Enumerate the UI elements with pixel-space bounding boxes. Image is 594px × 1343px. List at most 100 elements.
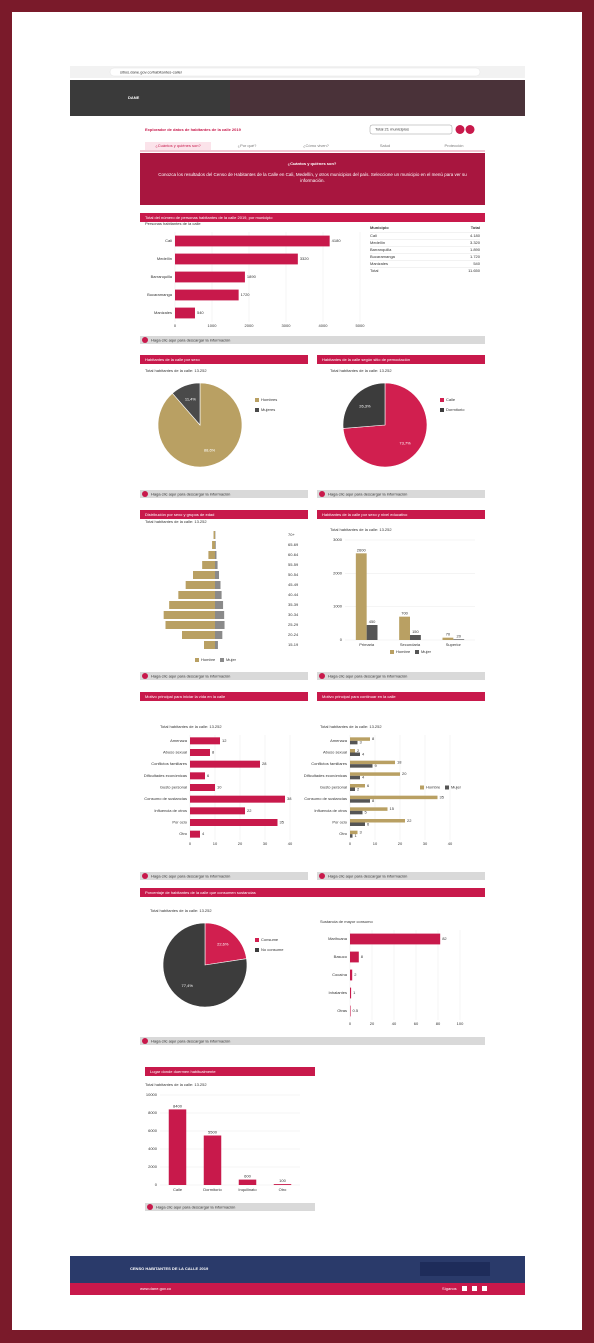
chart-title: Total habitantes de la calle: 13.252 — [145, 519, 207, 524]
pyramid-bar — [215, 551, 216, 559]
column — [169, 1109, 187, 1185]
x-tick-label: 5000 — [356, 323, 366, 328]
column — [204, 1136, 222, 1186]
section-title: Motivo principal para continuar en la ca… — [322, 694, 396, 699]
y-tick-label: Inhalantes — [329, 990, 347, 995]
note-text[interactable]: Haga clic aquí para descargar la informa… — [151, 873, 230, 878]
note-text[interactable]: Haga clic aquí para descargar la informa… — [151, 337, 230, 342]
footer-site[interactable]: www.dane.gov.co — [140, 1286, 172, 1291]
legend-swatch — [220, 658, 224, 662]
bar — [175, 308, 195, 319]
note-text[interactable]: Haga clic aquí para descargar la informa… — [156, 1204, 235, 1209]
url: sitios.dane.gov.co/habitantes-calle/ — [120, 69, 183, 74]
download-icon[interactable] — [319, 873, 325, 879]
value-label: 450 — [369, 619, 376, 624]
pyramid-bar — [202, 561, 215, 569]
value-label: 70 — [446, 632, 451, 637]
pyramid-bar — [169, 601, 215, 609]
download-icon[interactable] — [142, 673, 148, 679]
section-title: Motivo principal para iniciar la vida en… — [145, 694, 226, 699]
download-icon[interactable] — [147, 1204, 153, 1210]
y-tick-label: 3000 — [333, 537, 343, 542]
y-tick-label: 8000 — [148, 1110, 158, 1115]
y-tick-label: 1000 — [333, 604, 343, 609]
note-text[interactable]: Haga clic aquí para descargar la informa… — [328, 673, 407, 678]
bar — [350, 1006, 351, 1017]
chart-title: Total habitantes de la calle: 13.252 — [160, 724, 222, 729]
legend-label: No consume — [261, 947, 284, 952]
download-icon[interactable] — [142, 1038, 148, 1044]
value-label: 1890 — [247, 274, 257, 279]
x-tick-label: Calle — [173, 1187, 183, 1192]
y-tick-label: Por ocio — [332, 820, 347, 825]
download-icon[interactable] — [142, 873, 148, 879]
banner-heading: ¿Cuántos y quiénes son? — [288, 161, 337, 166]
y-tick-label: Abuso sexual — [163, 750, 187, 755]
age-label: 45-49 — [288, 582, 299, 587]
y-tick-label: 2000 — [333, 570, 343, 575]
value-label: 18 — [397, 759, 402, 764]
value-label: 12 — [222, 738, 227, 743]
section-title: Porcentaje de habitantes de la calle que… — [145, 890, 256, 895]
bar — [350, 772, 400, 776]
note-text[interactable]: Haga clic aquí para descargar la informa… — [151, 491, 230, 496]
age-label: 25-29 — [288, 622, 299, 627]
y-tick-label: 4000 — [148, 1146, 158, 1151]
x-tick-label: Inquilinato — [238, 1187, 257, 1192]
y-tick-label: Abuso sexual — [323, 750, 347, 755]
note-text[interactable]: Haga clic aquí para descargar la informa… — [328, 873, 407, 878]
legend-swatch — [195, 658, 199, 662]
y-tick-label: Basuco — [334, 954, 348, 959]
bar — [350, 970, 352, 981]
y-tick-label: Medellín — [157, 256, 172, 261]
value-label: 600 — [244, 1174, 251, 1179]
pyramid-bar — [212, 541, 215, 549]
x-tick-label: 30 — [263, 841, 268, 846]
brand: DANE — [128, 95, 140, 100]
value-label: 15 — [390, 806, 395, 811]
y-tick-label: Amenaza — [170, 738, 188, 743]
download-icon[interactable] — [142, 337, 148, 343]
value-label: 35 — [440, 794, 445, 799]
zoom-button[interactable] — [456, 125, 465, 134]
x-tick-label: Otro — [279, 1187, 288, 1192]
social-icon[interactable] — [462, 1286, 467, 1291]
follow-label: Síganos — [442, 1286, 457, 1291]
download-icon[interactable] — [142, 491, 148, 497]
value-label: 4180 — [332, 238, 342, 243]
note-text[interactable]: Haga clic aquí para descargar la informa… — [328, 491, 407, 496]
bar — [350, 799, 370, 803]
download-icon[interactable] — [319, 491, 325, 497]
table-cell: Total — [370, 268, 379, 273]
pyramid-bar — [214, 531, 215, 539]
x-tick-label: 60 — [414, 1021, 419, 1026]
bar — [350, 988, 351, 999]
x-tick-label: 40 — [448, 841, 453, 846]
value-label: 1720 — [241, 292, 251, 297]
section-title: Habitantes de la calle según sitio de pe… — [322, 357, 410, 362]
social-icon[interactable] — [482, 1286, 487, 1291]
y-tick-label: Otro — [179, 831, 188, 836]
legend-label: Dormitorio — [446, 407, 465, 412]
bar — [350, 823, 365, 827]
bar — [190, 737, 220, 744]
bar — [350, 761, 395, 765]
bar — [350, 796, 438, 800]
download-icon[interactable] — [319, 673, 325, 679]
y-tick-label: 10000 — [146, 1092, 158, 1097]
section-title: Distribución por sexo y grupos de edad — [145, 512, 214, 517]
note-text[interactable]: Haga clic aquí para descargar la informa… — [151, 673, 230, 678]
table-cell: Manizales — [370, 261, 388, 266]
zoom-button[interactable] — [466, 125, 475, 134]
bar — [350, 834, 353, 838]
x-tick-label: 40 — [392, 1021, 397, 1026]
table-cell: 1.720 — [470, 254, 481, 259]
legend-label: Calle — [446, 397, 456, 402]
value-label: 28 — [262, 761, 267, 766]
note-text[interactable]: Haga clic aquí para descargar la informa… — [151, 1038, 230, 1043]
pyramid-bar — [215, 561, 218, 569]
pyramid-bar — [182, 631, 215, 639]
social-icon[interactable] — [472, 1286, 477, 1291]
y-tick-label: Dificultades económicas — [144, 773, 187, 778]
pyramid-bar — [215, 601, 223, 609]
